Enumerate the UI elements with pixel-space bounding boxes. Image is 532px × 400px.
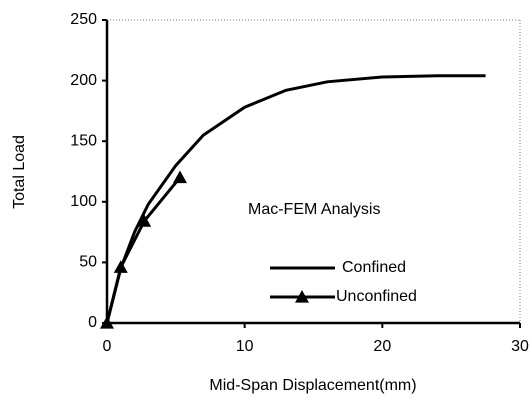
legend-label: Confined — [342, 259, 406, 276]
series-line — [105, 74, 486, 324]
x-tick-label: 0 — [103, 338, 112, 355]
x-axis-label: Mid-Span Displacement(mm) — [209, 377, 416, 394]
x-tick-label: 30 — [511, 338, 529, 355]
marker — [137, 214, 152, 227]
x-tick-label: 20 — [373, 338, 391, 355]
series-line — [105, 176, 182, 324]
y-tick-label: 100 — [70, 193, 97, 210]
y-axis-label: Total Load — [11, 135, 28, 209]
y-tick-label: 250 — [70, 11, 97, 28]
legend-label: Unconfined — [336, 288, 417, 305]
annotation: Mac-FEM Analysis — [248, 201, 380, 218]
marker — [113, 260, 128, 273]
y-tick-label: 150 — [70, 132, 97, 149]
marker — [100, 316, 114, 329]
y-tick-label: 200 — [70, 72, 97, 89]
legend-marker — [295, 290, 309, 303]
x-tick-label: 10 — [236, 338, 254, 355]
y-tick-label: 0 — [88, 314, 97, 331]
marker — [172, 170, 187, 184]
y-tick-label: 50 — [79, 254, 97, 271]
